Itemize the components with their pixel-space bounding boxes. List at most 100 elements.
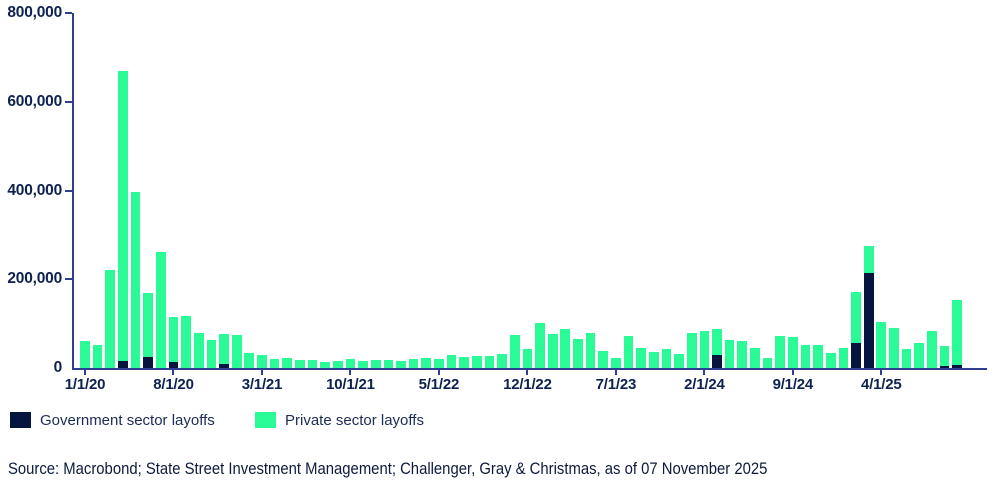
private-bar-segment — [876, 322, 887, 368]
private-bar-segment — [219, 333, 229, 364]
private-bar-segment — [509, 334, 520, 368]
private-legend-label: Private sector layoffs — [285, 411, 424, 429]
private-bar-segment — [446, 354, 457, 368]
private-bar-segment — [231, 334, 242, 368]
private-bar-segment — [193, 332, 204, 368]
private-bar-segment — [927, 330, 937, 368]
y-tick-label: 0 — [53, 359, 63, 376]
private-bar-segment — [901, 349, 912, 368]
private-bar-segment — [547, 334, 558, 368]
private-bar-segment — [497, 353, 507, 368]
private-bar-segment — [611, 358, 621, 368]
private-bar-segment — [661, 348, 672, 368]
private-bar-segment — [648, 352, 659, 368]
x-tick-label: 9/1/24 — [772, 376, 814, 393]
private-bar-segment — [573, 339, 583, 368]
private-bar-segment — [130, 192, 141, 368]
government-bar-segment — [712, 354, 722, 368]
private-bar-segment — [813, 344, 823, 368]
government-bar-segment — [219, 364, 229, 368]
x-tick-label: 8/1/20 — [153, 376, 194, 393]
private-bar-segment — [560, 328, 571, 368]
private-bar-segment — [863, 245, 874, 273]
private-bar-segment — [269, 358, 280, 368]
private-bar-segment — [914, 342, 925, 368]
private-bar-segment — [585, 332, 596, 368]
private-bar-segment — [787, 336, 798, 368]
x-tick-mark — [614, 370, 617, 375]
private-bar-segment — [155, 252, 166, 368]
private-bar-segment — [282, 357, 293, 368]
government-bar-segment — [143, 356, 154, 368]
private-bar-segment — [118, 70, 128, 362]
x-tick-mark — [437, 370, 440, 375]
y-tick-label: 600,000 — [7, 92, 62, 110]
source-note: Source: Macrobond; State Street Investme… — [8, 460, 768, 478]
y-tick-mark — [65, 12, 72, 14]
private-bar-segment — [421, 357, 432, 368]
y-tick-label: 800,000 — [7, 4, 62, 21]
private-bar-segment — [295, 359, 305, 368]
private-bar-segment — [636, 347, 646, 368]
private-bar-segment — [775, 335, 786, 368]
government-bar-segment — [952, 364, 962, 368]
private-bar-segment — [471, 356, 482, 368]
y-tick-label: 200,000 — [7, 270, 62, 288]
government-legend-swatch — [10, 412, 31, 428]
x-tick-mark — [349, 370, 352, 375]
private-bar-segment — [168, 316, 179, 363]
private-bar-segment — [699, 331, 710, 368]
x-tick-label: 1/1/20 — [64, 376, 106, 393]
x-tick-label: 7/1/23 — [595, 376, 637, 393]
private-bar-segment — [181, 316, 191, 368]
private-bar-segment — [307, 360, 318, 368]
plot-area — [72, 13, 987, 370]
private-bar-segment — [762, 357, 773, 368]
private-bar-segment — [320, 361, 330, 368]
private-bar-segment — [737, 340, 748, 368]
x-tick-mark — [172, 370, 175, 375]
private-bar-segment — [623, 335, 634, 368]
private-bar-segment — [800, 344, 811, 368]
private-bar-segment — [712, 328, 722, 355]
x-tick-label: 2/1/24 — [684, 376, 725, 393]
government-bar-segment — [168, 362, 179, 368]
private-legend-swatch — [255, 412, 276, 428]
private-bar-segment — [598, 350, 609, 368]
private-bar-segment — [345, 359, 356, 368]
x-tick-label: 4/1/25 — [861, 376, 902, 393]
private-bar-segment — [206, 340, 217, 368]
government-bar-segment — [939, 365, 950, 368]
private-bar-segment — [889, 328, 899, 368]
private-bar-segment — [358, 361, 368, 368]
private-bar-segment — [143, 292, 154, 357]
legend-item-private: Private sector layoffs — [255, 410, 424, 430]
y-tick-mark — [65, 189, 72, 192]
private-bar-segment — [686, 332, 697, 368]
x-tick-mark — [84, 370, 86, 375]
private-bar-segment — [332, 360, 343, 368]
x-tick-mark — [526, 370, 529, 375]
private-bar-segment — [434, 359, 444, 368]
private-bar-segment — [484, 356, 495, 368]
government-bar-segment — [851, 342, 861, 368]
private-bar-segment — [851, 291, 861, 343]
x-tick-label: 5/1/22 — [418, 376, 460, 393]
government-legend-label: Government sector layoffs — [40, 411, 215, 429]
y-tick-label: 400,000 — [7, 181, 62, 199]
private-bar-segment — [396, 361, 406, 368]
x-tick-label: 3/1/21 — [241, 376, 283, 393]
private-bar-segment — [750, 348, 760, 368]
y-tick-mark — [65, 278, 72, 281]
private-bar-segment — [408, 359, 419, 368]
private-bar-segment — [724, 340, 735, 368]
private-bar-segment — [952, 300, 962, 365]
private-bar-segment — [383, 359, 394, 368]
private-bar-segment — [825, 352, 836, 368]
government-bar-segment — [863, 272, 874, 368]
x-tick-mark — [703, 370, 706, 375]
private-bar-segment — [370, 360, 381, 368]
y-tick-mark — [65, 100, 72, 103]
private-bar-segment — [459, 357, 470, 368]
